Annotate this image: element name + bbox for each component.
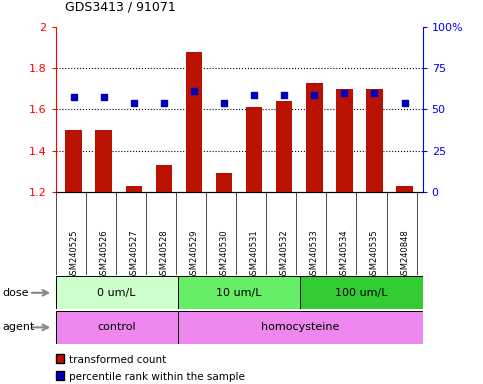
Bar bbox=[366, 89, 383, 192]
Text: homocysteine: homocysteine bbox=[261, 322, 340, 333]
Text: agent: agent bbox=[2, 322, 35, 333]
Text: dose: dose bbox=[2, 288, 29, 298]
Text: GSM240848: GSM240848 bbox=[400, 229, 409, 280]
Text: GSM240532: GSM240532 bbox=[280, 229, 289, 280]
Text: GSM240527: GSM240527 bbox=[129, 229, 138, 280]
Bar bbox=[336, 89, 353, 192]
Point bbox=[341, 90, 348, 96]
Bar bbox=[396, 186, 413, 192]
Point bbox=[401, 100, 409, 106]
Bar bbox=[56, 311, 178, 344]
Point bbox=[100, 94, 108, 100]
Text: GSM240529: GSM240529 bbox=[189, 229, 199, 280]
Text: GSM240526: GSM240526 bbox=[99, 229, 108, 280]
Point bbox=[370, 90, 378, 96]
Point bbox=[70, 94, 77, 100]
Point bbox=[311, 92, 318, 98]
Text: percentile rank within the sample: percentile rank within the sample bbox=[69, 372, 245, 382]
Point bbox=[280, 92, 288, 98]
Bar bbox=[178, 311, 423, 344]
Bar bbox=[216, 174, 232, 192]
Text: 10 um/L: 10 um/L bbox=[216, 288, 262, 298]
Text: GSM240531: GSM240531 bbox=[250, 229, 258, 280]
Bar bbox=[185, 52, 202, 192]
Text: GSM240535: GSM240535 bbox=[370, 229, 379, 280]
Point bbox=[190, 88, 198, 94]
Bar bbox=[246, 108, 262, 192]
Bar bbox=[126, 186, 142, 192]
Text: GSM240525: GSM240525 bbox=[69, 229, 78, 280]
Text: GSM240528: GSM240528 bbox=[159, 229, 169, 280]
Text: control: control bbox=[98, 322, 136, 333]
Point bbox=[160, 100, 168, 106]
Bar bbox=[65, 130, 82, 192]
Bar bbox=[300, 276, 423, 309]
Text: GDS3413 / 91071: GDS3413 / 91071 bbox=[65, 0, 176, 13]
Text: GSM240533: GSM240533 bbox=[310, 229, 319, 280]
Bar bbox=[276, 101, 293, 192]
Bar bbox=[178, 276, 300, 309]
Text: GSM240530: GSM240530 bbox=[220, 229, 228, 280]
Bar bbox=[96, 130, 112, 192]
Point bbox=[250, 92, 258, 98]
Bar bbox=[156, 165, 172, 192]
Point bbox=[130, 100, 138, 106]
Bar bbox=[56, 276, 178, 309]
Bar bbox=[306, 83, 323, 192]
Text: 100 um/L: 100 um/L bbox=[335, 288, 388, 298]
Text: transformed count: transformed count bbox=[69, 355, 166, 365]
Text: 0 um/L: 0 um/L bbox=[98, 288, 136, 298]
Point bbox=[220, 100, 228, 106]
Text: GSM240534: GSM240534 bbox=[340, 229, 349, 280]
